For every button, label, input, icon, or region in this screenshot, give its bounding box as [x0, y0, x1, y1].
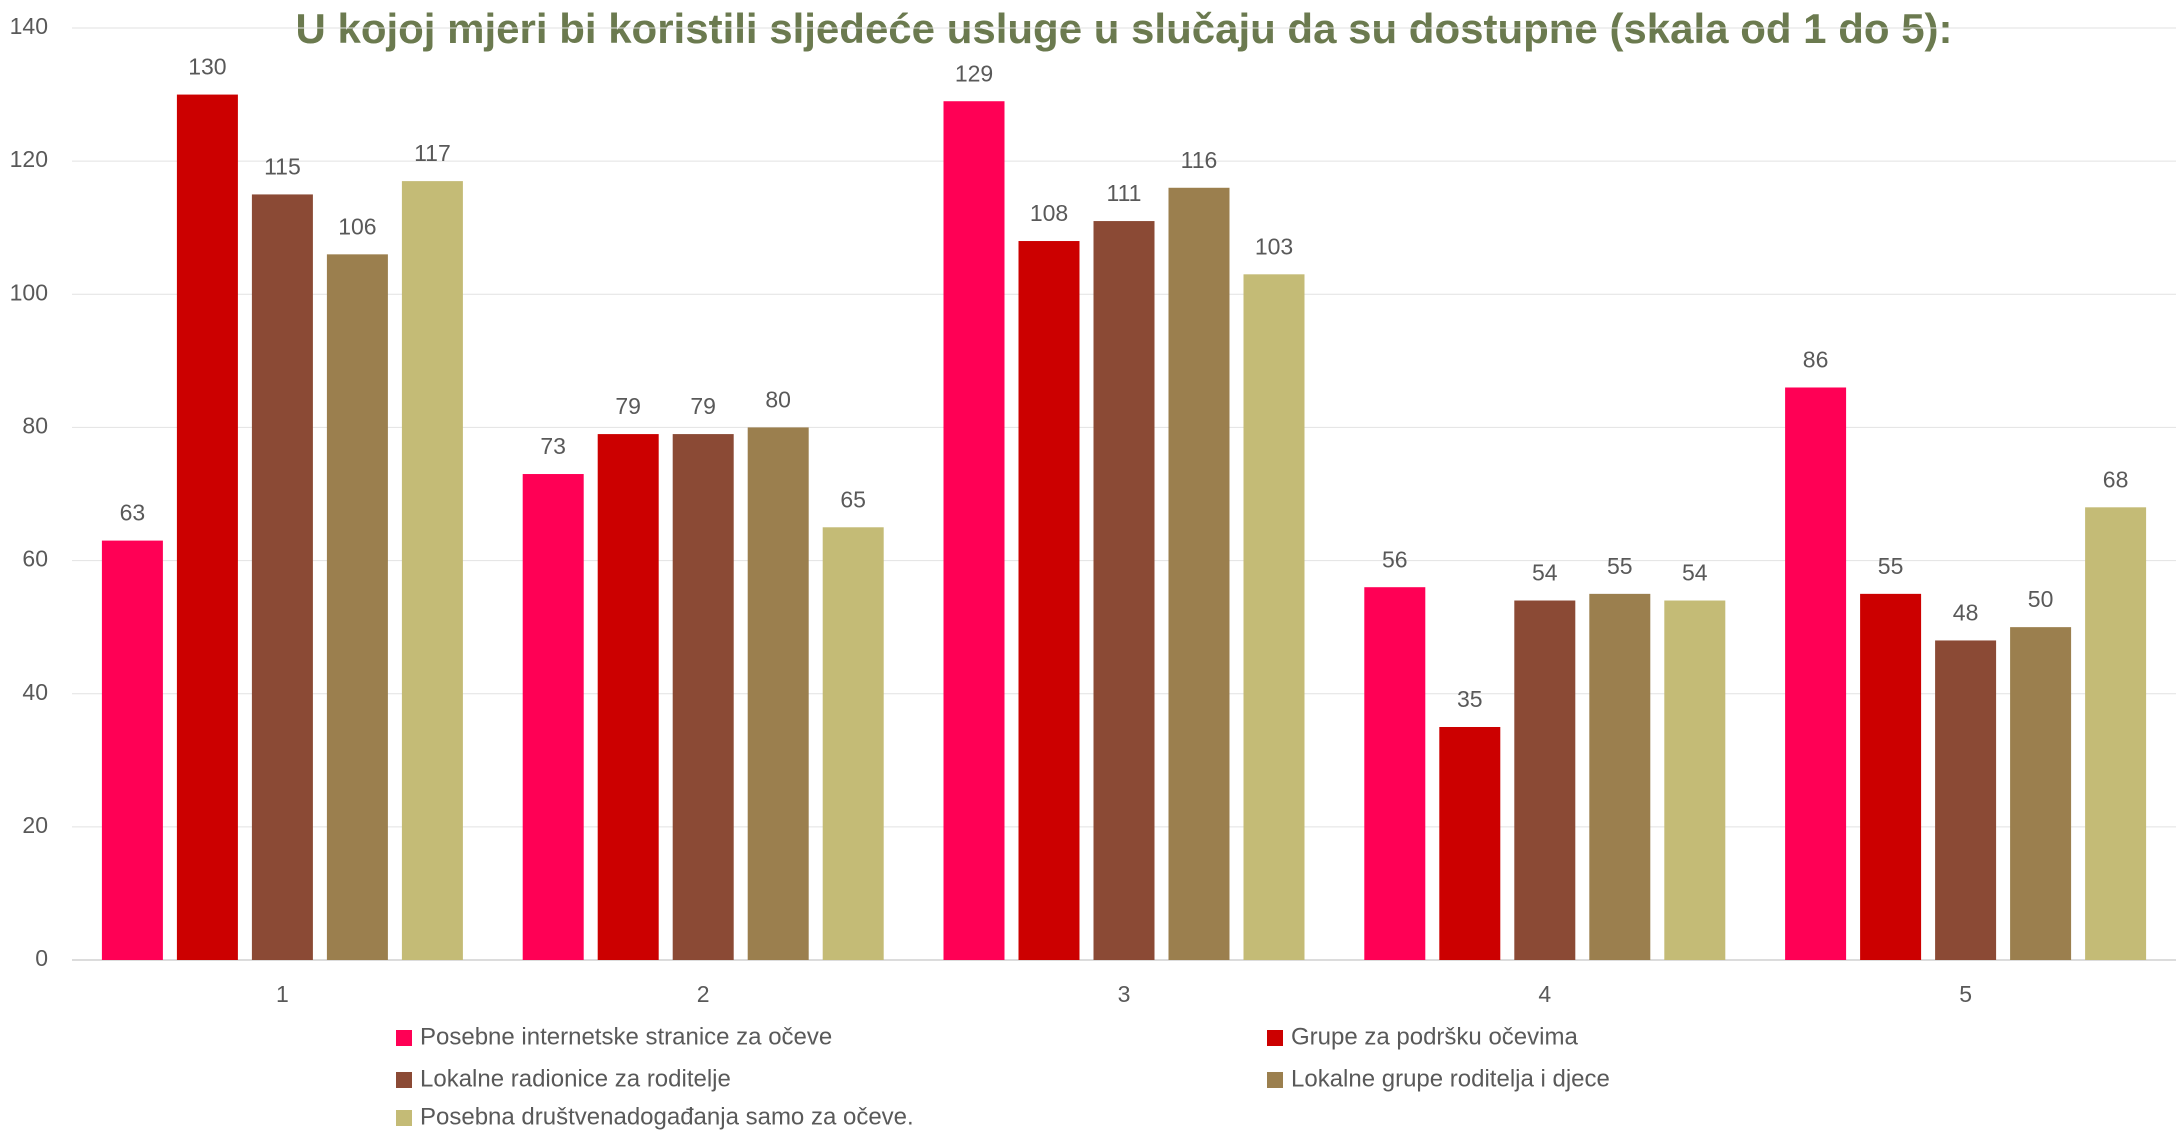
bar — [1860, 593, 1922, 960]
data-label: 65 — [840, 486, 866, 512]
data-label: 50 — [2028, 586, 2054, 612]
legend-swatch — [396, 1072, 412, 1088]
bar — [597, 434, 659, 961]
data-label: 63 — [120, 500, 146, 526]
bar — [1018, 241, 1080, 960]
x-tick-label: 1 — [276, 981, 289, 1007]
data-label: 68 — [2103, 466, 2129, 492]
data-label: 108 — [1030, 200, 1068, 226]
bar — [1243, 274, 1305, 960]
data-label: 111 — [1107, 180, 1142, 206]
bar — [1514, 600, 1576, 960]
bar — [1364, 587, 1426, 960]
data-label: 106 — [338, 213, 376, 239]
bar — [176, 94, 238, 961]
data-label: 48 — [1953, 600, 1979, 626]
y-tick-label: 140 — [10, 13, 48, 39]
x-tick-label: 2 — [697, 981, 710, 1007]
data-label: 115 — [264, 154, 301, 180]
chart-title: U kojoj mjeri bi koristili sljedeće uslu… — [295, 5, 1952, 52]
bar — [1168, 187, 1230, 960]
bar — [251, 194, 313, 960]
bar — [326, 254, 388, 961]
y-tick-label: 100 — [10, 279, 48, 305]
data-label: 79 — [615, 393, 641, 419]
bar — [2010, 627, 2072, 960]
legend-label: Lokalne radionice za roditelje — [420, 1065, 731, 1092]
data-label: 55 — [1878, 553, 1904, 579]
data-label: 54 — [1682, 560, 1708, 586]
bar — [1935, 640, 1997, 960]
bar — [101, 540, 163, 960]
data-label: 86 — [1803, 347, 1829, 373]
data-label: 55 — [1607, 553, 1633, 579]
x-tick-label: 4 — [1538, 981, 1551, 1007]
bar — [822, 527, 884, 960]
legend-swatch — [1267, 1030, 1283, 1046]
data-label: 73 — [540, 433, 566, 459]
bar — [401, 181, 463, 961]
bar — [1664, 600, 1726, 960]
y-tick-label: 80 — [22, 413, 48, 439]
bar — [672, 434, 734, 961]
bar — [1589, 593, 1651, 960]
legend-label: Posebna društvenadogađanja samo za očeve… — [420, 1103, 914, 1130]
bar — [747, 427, 809, 960]
data-label: 79 — [690, 393, 716, 419]
data-label: 129 — [955, 60, 993, 86]
data-label: 35 — [1457, 686, 1483, 712]
data-label: 130 — [188, 54, 226, 80]
data-label: 56 — [1382, 546, 1408, 572]
data-label: 80 — [765, 387, 791, 413]
legend-swatch — [396, 1030, 412, 1046]
bar — [1093, 221, 1155, 961]
y-tick-label: 60 — [22, 546, 48, 572]
y-tick-label: 40 — [22, 679, 48, 705]
legend-swatch — [396, 1110, 412, 1126]
x-tick-label: 5 — [1959, 981, 1972, 1007]
bar — [1439, 727, 1501, 960]
legend-swatch — [1267, 1072, 1283, 1088]
bar — [943, 101, 1005, 960]
bar — [522, 474, 584, 960]
data-label: 116 — [1181, 147, 1218, 173]
legend-label: Lokalne grupe roditelja i djece — [1291, 1065, 1610, 1092]
data-label: 54 — [1532, 560, 1558, 586]
bar — [1785, 387, 1847, 960]
y-tick-label: 120 — [10, 146, 48, 172]
data-label: 103 — [1255, 233, 1293, 259]
y-tick-label: 20 — [22, 812, 48, 838]
legend-label: Grupe za podršku očevima — [1291, 1023, 1578, 1050]
bar — [2085, 507, 2147, 960]
x-tick-label: 3 — [1118, 981, 1131, 1007]
data-label: 117 — [414, 140, 451, 166]
y-tick-label: 0 — [35, 945, 48, 971]
legend-label: Posebne internetske stranice za očeve — [420, 1023, 832, 1050]
